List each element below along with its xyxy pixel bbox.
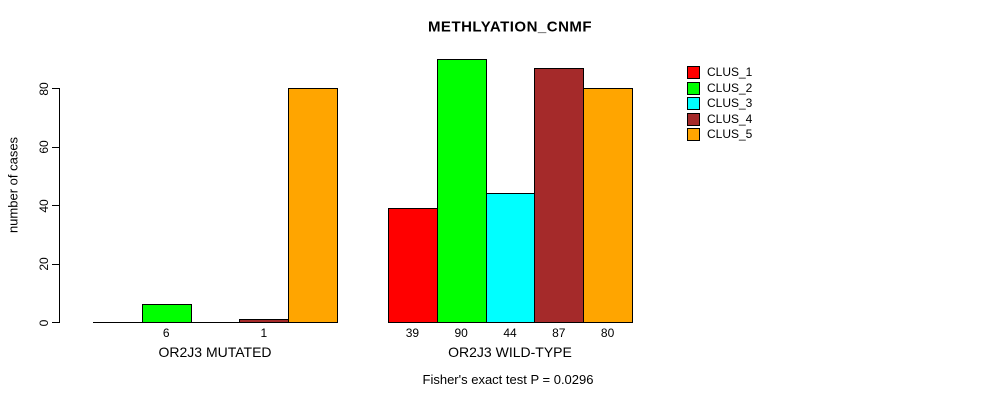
bar-clus_5 xyxy=(583,88,633,323)
bar-value-label: 90 xyxy=(454,326,468,340)
group-baseline xyxy=(93,322,338,323)
y-axis-line xyxy=(59,88,60,323)
legend-label: CLUS_5 xyxy=(707,127,753,141)
bar-clus_5 xyxy=(288,88,338,323)
legend-item: CLUS_2 xyxy=(687,80,753,95)
bar-value-label: 87 xyxy=(552,326,566,340)
y-axis-tick-label: 0 xyxy=(37,319,51,326)
bar-value-label: 1 xyxy=(260,326,268,340)
legend: CLUS_1 CLUS_2 CLUS_3 CLUS_4 CLUS_5 xyxy=(687,66,752,141)
legend-item: CLUS_4 xyxy=(687,111,753,126)
legend-swatch-clus_2 xyxy=(687,81,700,95)
legend-label: CLUS_4 xyxy=(707,111,753,126)
y-axis-tick-label: 40 xyxy=(37,198,51,213)
bar-clus_4 xyxy=(534,67,585,323)
y-axis-tick-label: 60 xyxy=(37,140,51,154)
legend-swatch-clus_5 xyxy=(687,128,700,141)
legend-swatch-clus_1 xyxy=(687,66,700,79)
legend-label: CLUS_1 xyxy=(707,65,753,79)
bar-value-label: 6 xyxy=(162,326,170,340)
group-label-mutated: OR2J3 MUTATED xyxy=(158,344,272,360)
legend-label: CLUS_3 xyxy=(707,96,753,110)
bar-clus_4 xyxy=(239,319,290,323)
y-axis-tick xyxy=(52,146,59,148)
y-axis-tick xyxy=(52,88,59,89)
bar-value-label: 39 xyxy=(405,326,420,340)
y-axis-tick xyxy=(52,263,59,265)
bar-clus_2 xyxy=(436,58,487,323)
group-label-wildtype: OR2J3 WILD-TYPE xyxy=(448,344,572,360)
bar-clus_3 xyxy=(485,193,536,323)
bar-clus_1 xyxy=(388,207,438,323)
bar-value-label: 44 xyxy=(503,326,517,340)
legend-swatch-clus_4 xyxy=(687,112,700,126)
y-axis-tick xyxy=(52,322,59,323)
legend-item: CLUS_1 xyxy=(687,66,752,79)
legend-item: CLUS_3 xyxy=(687,97,752,110)
y-axis-tick-label: 80 xyxy=(37,81,51,96)
y-axis-tick xyxy=(52,205,59,206)
bar-value-label: 80 xyxy=(600,326,615,340)
legend-item: CLUS_5 xyxy=(687,128,752,141)
y-axis-label: number of cases xyxy=(5,136,21,234)
fisher-test-annotation: Fisher's exact test P = 0.0296 xyxy=(422,372,594,387)
chart-title: METHLYATION_CNMF xyxy=(427,18,593,36)
legend-label: CLUS_2 xyxy=(707,80,753,95)
legend-swatch-clus_3 xyxy=(687,97,700,110)
y-axis-tick-label: 20 xyxy=(37,257,51,271)
bar-clus_2 xyxy=(141,304,192,323)
